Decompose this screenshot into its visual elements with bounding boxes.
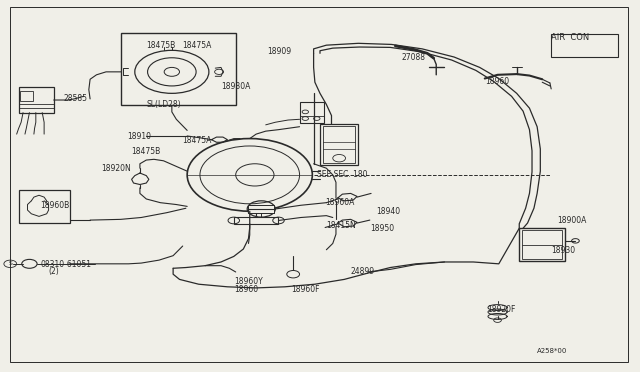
Text: 28585: 28585	[63, 94, 87, 103]
Bar	[320, 124, 358, 164]
Bar	[519, 228, 565, 261]
Bar	[20, 92, 33, 101]
Text: 18900A: 18900A	[557, 216, 587, 225]
Text: 18475A: 18475A	[182, 41, 212, 51]
Text: 24899: 24899	[351, 267, 375, 276]
Text: 08310-61051: 08310-61051	[40, 260, 92, 269]
Text: 18475B: 18475B	[147, 41, 175, 51]
Bar	[248, 205, 274, 213]
Text: 18930: 18930	[551, 246, 575, 255]
Text: (2): (2)	[49, 267, 60, 276]
Text: 18920F: 18920F	[487, 305, 516, 314]
Text: 18940: 18940	[376, 208, 401, 217]
Text: 18475B: 18475B	[132, 147, 161, 155]
Bar	[300, 102, 324, 123]
Text: A258*00: A258*00	[537, 348, 568, 354]
Text: 18909: 18909	[268, 47, 292, 56]
Bar	[323, 126, 355, 163]
Bar	[19, 190, 70, 223]
Text: SEE SEC. 180: SEE SEC. 180	[317, 170, 367, 179]
Text: 18960Y: 18960Y	[234, 277, 262, 286]
Bar	[234, 217, 278, 224]
Text: 18920N: 18920N	[102, 164, 131, 173]
Bar	[522, 230, 562, 259]
Bar	[551, 34, 618, 57]
Text: 18950: 18950	[370, 224, 394, 234]
Bar	[121, 33, 236, 105]
Text: 18415N: 18415N	[326, 221, 356, 230]
Text: AIR  CON: AIR CON	[551, 33, 589, 42]
Text: 18475A: 18475A	[182, 136, 212, 145]
Text: 18930A: 18930A	[221, 82, 250, 91]
Text: 18960: 18960	[484, 77, 509, 86]
Text: 18960: 18960	[234, 285, 258, 294]
Text: 27088: 27088	[402, 52, 426, 61]
Bar	[248, 205, 274, 213]
Bar	[19, 87, 54, 113]
Text: SL(LD28): SL(LD28)	[147, 100, 181, 109]
Text: 18910: 18910	[127, 132, 151, 141]
Text: 18960B: 18960B	[40, 201, 70, 210]
Text: 18960F: 18960F	[291, 285, 320, 294]
Text: S: S	[8, 261, 12, 266]
Text: 18960A: 18960A	[325, 198, 355, 207]
